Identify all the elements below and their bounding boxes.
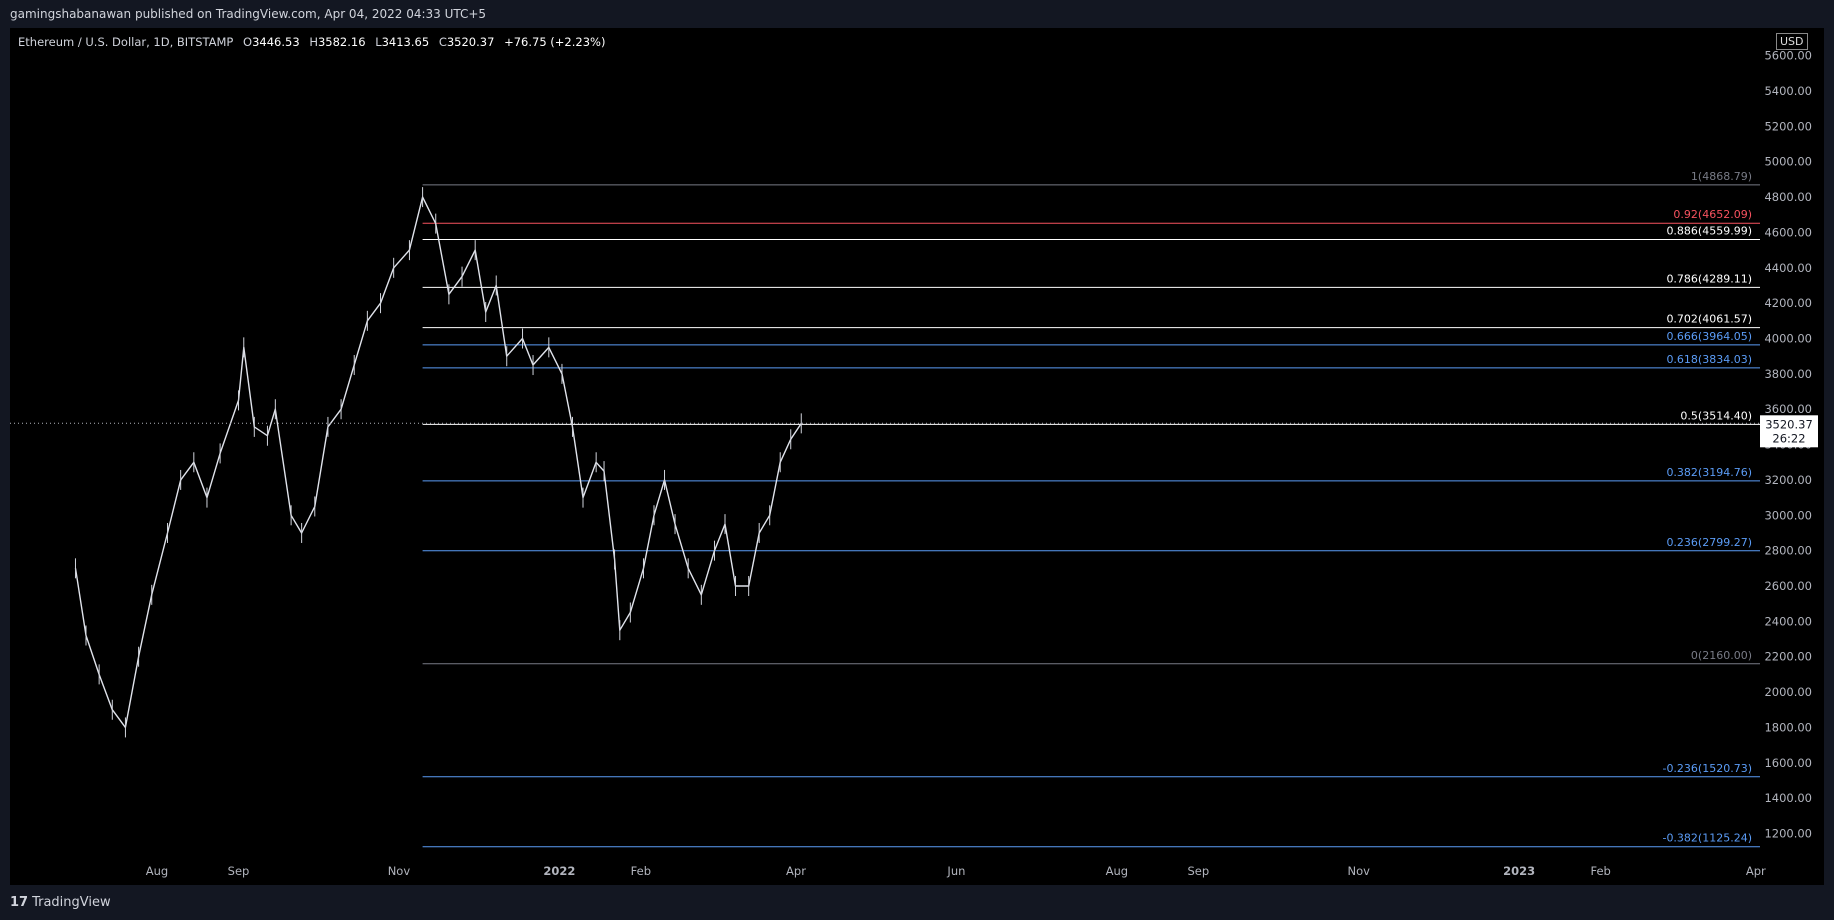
fib-level-label: 0(2160.00) — [1691, 649, 1752, 662]
time-tick-label: Feb — [631, 864, 651, 878]
price-tick-label: 1400.00 — [1764, 791, 1812, 805]
price-tick-label: 2000.00 — [1764, 685, 1812, 699]
price-tick-label: 2800.00 — [1764, 544, 1812, 558]
price-tick-label: 1200.00 — [1764, 826, 1812, 840]
time-tick-label: Nov — [1348, 864, 1371, 878]
fib-level-label: 0.786(4289.11) — [1666, 272, 1752, 285]
fib-level-label: 0.618(3834.03) — [1666, 353, 1752, 366]
currency-button[interactable]: USD — [1776, 33, 1808, 50]
price-tick-label: 2600.00 — [1764, 579, 1812, 593]
time-tick-label: Nov — [388, 864, 411, 878]
time-axis[interactable]: Aug Sep Nov 2022 Feb Apr Jun Aug Sep Nov 2023 Feb Ap… — [146, 864, 1766, 878]
price-tick-label: 4600.00 — [1764, 225, 1812, 239]
price-tick-label: 4200.00 — [1764, 296, 1812, 310]
price-tick-label: 2200.00 — [1764, 650, 1812, 664]
tradingview-logo-icon: 17 — [10, 895, 29, 910]
price-tick-label: 5600.00 — [1764, 49, 1812, 63]
price-series — [74, 187, 802, 738]
high-value: 3582.16 — [317, 35, 366, 49]
time-tick-label: Aug — [146, 864, 168, 878]
close-value: 3520.37 — [446, 35, 495, 49]
fib-level-label: 0.92(4652.09) — [1673, 208, 1752, 221]
brand-name: TradingView — [32, 895, 111, 910]
price-tick-label: 3000.00 — [1764, 508, 1812, 522]
symbol-legend: Ethereum / U.S. Dollar, 1D, BITSTAMP O34… — [18, 35, 605, 49]
publish-bar: gamingshabanawan published on TradingVie… — [0, 0, 1834, 28]
footer: 17 TradingView — [0, 885, 1834, 920]
price-tick-label: 1600.00 — [1764, 756, 1812, 770]
fib-level-label: -0.382(1125.24) — [1662, 832, 1752, 845]
low-label: L — [375, 35, 382, 49]
price-tick-label: 2400.00 — [1764, 614, 1812, 628]
time-tick-label: Sep — [228, 864, 250, 878]
price-tick-label: 4800.00 — [1764, 190, 1812, 204]
time-tick-label: Jun — [946, 864, 965, 878]
price-tick-label: 1800.00 — [1764, 720, 1812, 734]
last-price-box — [1760, 415, 1818, 448]
open-value: 3446.53 — [252, 35, 300, 49]
time-tick-label: Apr — [1746, 864, 1766, 878]
high-label: H — [309, 35, 318, 49]
symbol-title[interactable]: Ethereum / U.S. Dollar, 1D, BITSTAMP — [18, 35, 234, 49]
publish-info: gamingshabanawan published on TradingVie… — [10, 7, 487, 21]
time-tick-label: Apr — [786, 864, 806, 878]
low-value: 3413.65 — [381, 35, 430, 49]
price-chart[interactable]: 1(4868.79) 0.92(4652.09) 0.886(4559.99) 0.7… — [0, 0, 1834, 885]
change-value: +76.75 (+2.23%) — [504, 35, 606, 49]
time-tick-label: 2022 — [543, 864, 575, 878]
time-tick-label: 2023 — [1503, 864, 1535, 878]
fib-level-label: 0.886(4559.99) — [1666, 225, 1752, 238]
last-price-countdown: 26:22 — [1772, 431, 1805, 445]
fib-retracement[interactable]: 1(4868.79) 0.92(4652.09) 0.886(4559.99) 0.7… — [422, 170, 1760, 848]
price-axis[interactable]: 1200.00 1400.00 1600.00 1800.00 2000.00 2200.… — [1764, 49, 1812, 841]
price-tick-label: 4400.00 — [1764, 261, 1812, 275]
time-tick-label: Aug — [1106, 864, 1128, 878]
fib-level-label: 0.5(3514.40) — [1680, 409, 1752, 422]
fib-level-label: 0.702(4061.57) — [1666, 313, 1752, 326]
price-tick-label: 5200.00 — [1764, 119, 1812, 133]
fib-level-label: -0.236(1520.73) — [1662, 762, 1752, 775]
fib-level-label: 0.382(3194.76) — [1666, 466, 1752, 479]
time-tick-label: Feb — [1590, 864, 1610, 878]
chart-area[interactable] — [10, 28, 1824, 885]
price-tick-label: 3600.00 — [1764, 402, 1812, 416]
time-tick-label: Sep — [1187, 864, 1209, 878]
tradingview-logo[interactable]: 17 TradingView — [10, 895, 111, 910]
price-tick-label: 3800.00 — [1764, 367, 1812, 381]
open-label: O — [243, 35, 253, 49]
fib-level-label: 1(4868.79) — [1691, 170, 1752, 183]
price-tick-label: 3200.00 — [1764, 473, 1812, 487]
fib-level-label: 0.666(3964.05) — [1666, 330, 1752, 343]
last-price-label: 3520.37 — [1765, 417, 1813, 431]
price-line — [74, 196, 802, 729]
price-tick-label: 5000.00 — [1764, 155, 1812, 169]
close-label: C — [438, 35, 447, 49]
fib-level-label: 0.236(2799.27) — [1666, 536, 1752, 549]
price-tick-label: 4000.00 — [1764, 332, 1812, 346]
price-tick-label: 5400.00 — [1764, 84, 1812, 98]
